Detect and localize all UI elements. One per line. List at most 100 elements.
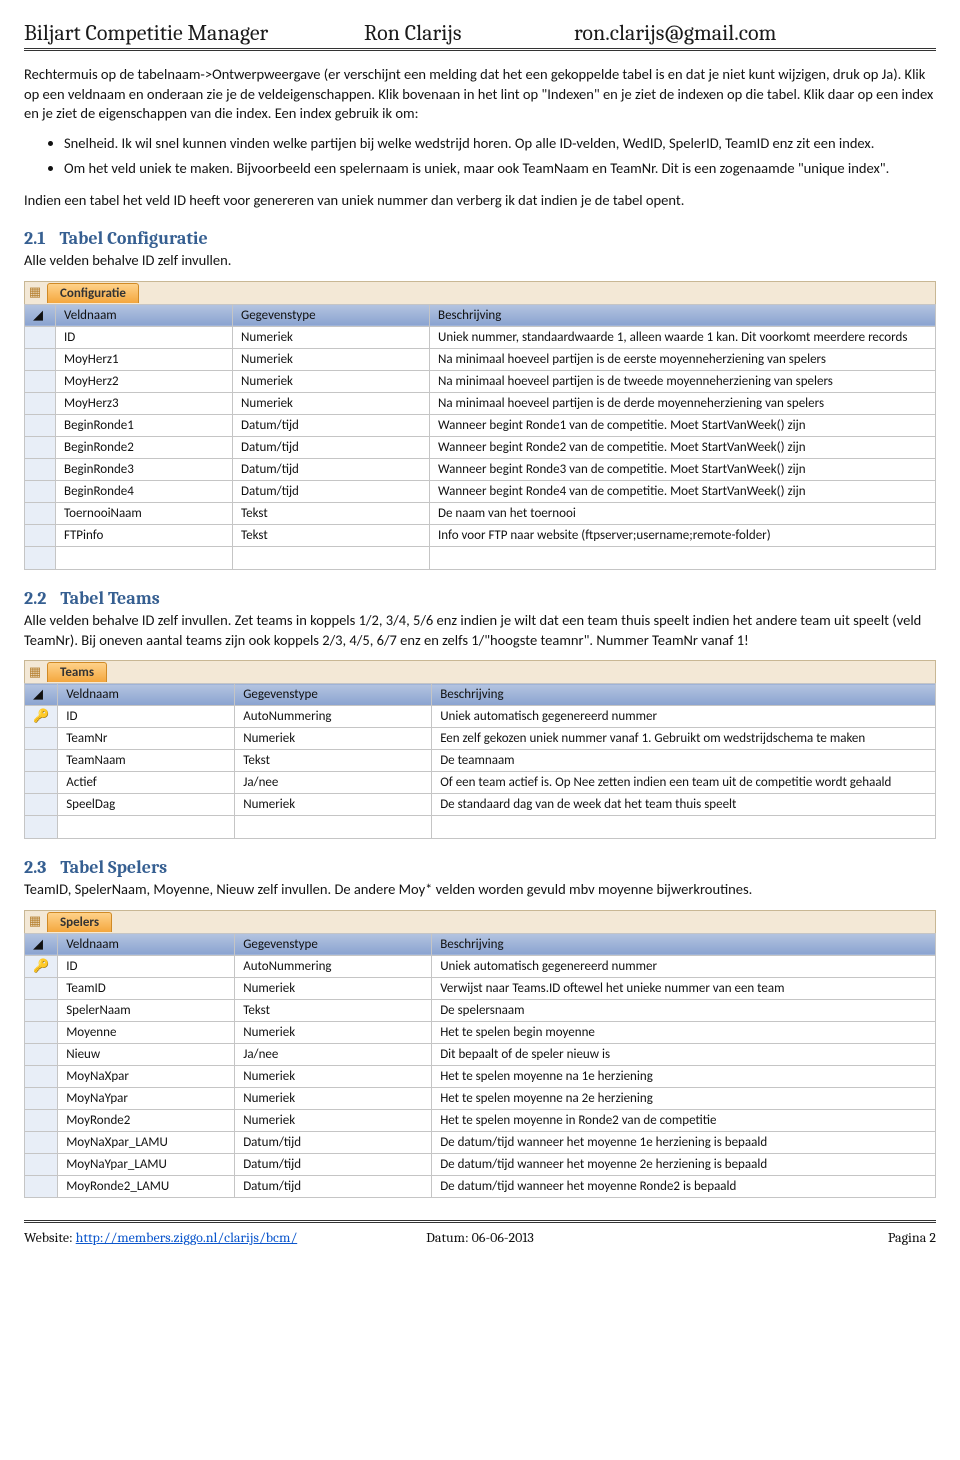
table-row[interactable]: ToernooiNaamTekstDe naam van het toernoo… [25,502,936,524]
cell-gegevenstype[interactable]: Datum/tijd [233,414,430,436]
row-selector[interactable] [25,502,56,524]
cell-gegevenstype[interactable]: Datum/tijd [233,458,430,480]
row-selector[interactable] [25,480,56,502]
row-selector[interactable] [25,977,58,999]
cell-beschrijving[interactable]: De naam van het toernooi [430,502,936,524]
cell-gegevenstype[interactable]: Tekst [233,502,430,524]
cell-beschrijving[interactable]: Het te spelen moyenne na 2e herziening [432,1087,936,1109]
table-row[interactable]: MoyRonde2NumeriekHet te spelen moyenne i… [25,1109,936,1131]
select-all-corner[interactable]: ◢ [25,933,58,955]
cell-beschrijving[interactable]: Na minimaal hoeveel partijen is de tweed… [430,370,936,392]
col-header-beschrijving[interactable]: Beschrijving [432,933,936,955]
cell-veldnaam[interactable]: BeginRonde1 [56,414,233,436]
cell-veldnaam[interactable]: MoyNaYpar_LAMU [58,1153,235,1175]
cell-beschrijving[interactable]: Of een team actief is. Op Nee zetten ind… [432,772,936,794]
cell-blank[interactable] [430,546,936,569]
row-selector[interactable] [25,728,58,750]
cell-gegevenstype[interactable]: Datum/tijd [233,480,430,502]
row-selector[interactable] [25,392,56,414]
cell-veldnaam[interactable]: Actief [58,772,235,794]
cell-veldnaam[interactable]: MoyNaXpar_LAMU [58,1131,235,1153]
col-header-gegevenstype[interactable]: Gegevenstype [235,933,432,955]
footer-website-link[interactable]: http://members.ziggo.nl/clarijs/bcm/ [76,1229,298,1246]
row-selector[interactable] [25,1065,58,1087]
cell-gegevenstype[interactable]: Numeriek [233,348,430,370]
table-row[interactable]: SpeelDagNumeriekDe standaard dag van de … [25,794,936,816]
cell-gegevenstype[interactable]: Tekst [235,999,432,1021]
table-tab[interactable]: Spelers [47,912,112,932]
cell-gegevenstype[interactable]: Numeriek [235,1109,432,1131]
select-all-corner[interactable]: ◢ [25,684,58,706]
cell-gegevenstype[interactable]: Numeriek [233,370,430,392]
cell-veldnaam[interactable]: ID [58,706,235,728]
table-row-blank[interactable] [25,816,936,839]
row-selector[interactable]: 🔑 [25,706,58,728]
cell-gegevenstype[interactable]: Datum/tijd [235,1175,432,1197]
table-row[interactable]: MoyNaYpar_LAMUDatum/tijdDe datum/tijd wa… [25,1153,936,1175]
row-selector[interactable] [25,436,56,458]
cell-gegevenstype[interactable]: Numeriek [235,1021,432,1043]
table-row[interactable]: TeamIDNumeriekVerwijst naar Teams.ID oft… [25,977,936,999]
row-selector[interactable] [25,1153,58,1175]
table-row[interactable]: BeginRonde4Datum/tijdWanneer begint Rond… [25,480,936,502]
cell-veldnaam[interactable]: MoyNaXpar [58,1065,235,1087]
col-header-veldnaam[interactable]: Veldnaam [58,933,235,955]
col-header-veldnaam[interactable]: Veldnaam [56,304,233,326]
col-header-veldnaam[interactable]: Veldnaam [58,684,235,706]
cell-veldnaam[interactable]: MoyRonde2 [58,1109,235,1131]
cell-veldnaam[interactable]: MoyHerz3 [56,392,233,414]
cell-gegevenstype[interactable]: Numeriek [233,326,430,348]
table-tab[interactable]: Teams [47,662,107,682]
cell-beschrijving[interactable]: Een zelf gekozen uniek nummer vanaf 1. G… [432,728,936,750]
row-selector[interactable] [25,326,56,348]
cell-beschrijving[interactable]: Wanneer begint Ronde4 van de competitie.… [430,480,936,502]
cell-gegevenstype[interactable]: Ja/nee [235,772,432,794]
cell-blank[interactable] [233,546,430,569]
cell-veldnaam[interactable]: SpeelDag [58,794,235,816]
cell-beschrijving[interactable]: Info voor FTP naar website (ftpserver;us… [430,524,936,546]
table-row[interactable]: BeginRonde2Datum/tijdWanneer begint Rond… [25,436,936,458]
col-header-beschrijving[interactable]: Beschrijving [430,304,936,326]
row-selector[interactable] [25,1087,58,1109]
cell-veldnaam[interactable]: SpelerNaam [58,999,235,1021]
cell-veldnaam[interactable]: ID [56,326,233,348]
table-row[interactable]: IDNumeriekUniek nummer, standaardwaarde … [25,326,936,348]
table-row[interactable]: 🔑IDAutoNummeringUniek automatisch gegene… [25,955,936,977]
cell-beschrijving[interactable]: Wanneer begint Ronde3 van de competitie.… [430,458,936,480]
cell-veldnaam[interactable]: FTPinfo [56,524,233,546]
col-header-gegevenstype[interactable]: Gegevenstype [235,684,432,706]
cell-beschrijving[interactable]: De teamnaam [432,750,936,772]
row-selector[interactable] [25,370,56,392]
cell-gegevenstype[interactable]: Numeriek [235,1087,432,1109]
table-row[interactable]: TeamNrNumeriekEen zelf gekozen uniek num… [25,728,936,750]
cell-beschrijving[interactable]: Dit bepaalt of de speler nieuw is [432,1043,936,1065]
cell-gegevenstype[interactable]: Datum/tijd [233,436,430,458]
row-selector[interactable] [25,414,56,436]
cell-beschrijving[interactable]: De datum/tijd wanneer het moyenne 1e her… [432,1131,936,1153]
table-row[interactable]: SpelerNaamTekstDe spelersnaam [25,999,936,1021]
cell-veldnaam[interactable]: TeamID [58,977,235,999]
row-selector[interactable] [25,348,56,370]
col-header-gegevenstype[interactable]: Gegevenstype [233,304,430,326]
cell-beschrijving[interactable]: De standaard dag van de week dat het tea… [432,794,936,816]
cell-gegevenstype[interactable]: AutoNummering [235,955,432,977]
cell-gegevenstype[interactable]: Tekst [235,750,432,772]
cell-beschrijving[interactable]: Uniek automatisch gegenereerd nummer [432,706,936,728]
cell-gegevenstype[interactable]: Datum/tijd [235,1131,432,1153]
row-selector[interactable] [25,1175,58,1197]
table-row[interactable]: MoyHerz3NumeriekNa minimaal hoeveel part… [25,392,936,414]
col-header-beschrijving[interactable]: Beschrijving [432,684,936,706]
cell-veldnaam[interactable]: BeginRonde4 [56,480,233,502]
row-selector[interactable] [25,999,58,1021]
select-all-corner[interactable]: ◢ [25,304,56,326]
table-row[interactable]: 🔑IDAutoNummeringUniek automatisch gegene… [25,706,936,728]
cell-beschrijving[interactable]: De datum/tijd wanneer het moyenne 2e her… [432,1153,936,1175]
table-row[interactable]: MoyHerz1NumeriekNa minimaal hoeveel part… [25,348,936,370]
cell-veldnaam[interactable]: MoyHerz1 [56,348,233,370]
table-row[interactable]: MoyNaYparNumeriekHet te spelen moyenne n… [25,1087,936,1109]
cell-blank[interactable] [432,816,936,839]
row-selector[interactable] [25,1043,58,1065]
cell-blank[interactable] [56,546,233,569]
table-row[interactable]: ActiefJa/neeOf een team actief is. Op Ne… [25,772,936,794]
cell-beschrijving[interactable]: Uniek automatisch gegenereerd nummer [432,955,936,977]
